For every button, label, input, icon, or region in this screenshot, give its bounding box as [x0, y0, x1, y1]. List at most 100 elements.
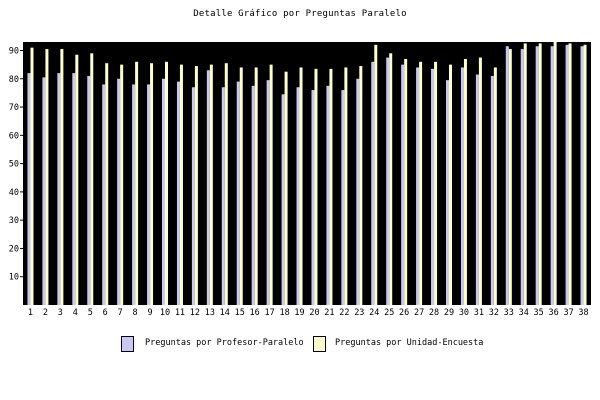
- bar-unidad-encuesta: [254, 67, 258, 305]
- x-tick-label: 31: [474, 308, 484, 318]
- bar-profesor-paralelo: [326, 85, 330, 305]
- bar-profesor-paralelo: [460, 67, 464, 305]
- legend-swatch-unidad: [313, 336, 326, 352]
- bar-unidad-encuesta: [538, 43, 542, 306]
- bar-unidad-encuesta: [583, 44, 587, 306]
- x-tick-label: 1: [28, 308, 33, 318]
- bar-profesor-paralelo: [221, 87, 225, 305]
- bar-unidad-encuesta: [30, 47, 34, 305]
- bar-unidad-encuesta: [239, 67, 243, 305]
- x-tick-label: 13: [205, 308, 215, 318]
- bar-profesor-paralelo: [296, 87, 300, 305]
- bar-profesor-paralelo: [565, 44, 569, 306]
- y-tick-label: 40: [9, 188, 19, 198]
- bar-profesor-paralelo: [162, 78, 165, 305]
- bar-unidad-encuesta: [75, 54, 79, 306]
- bar-profesor-paralelo: [550, 46, 554, 305]
- y-tick-label: 50: [9, 160, 19, 170]
- x-tick-label: 34: [519, 308, 529, 318]
- bar-profesor-paralelo: [371, 61, 375, 305]
- bar-profesor-paralelo: [27, 73, 31, 305]
- x-tick-label: 19: [294, 308, 304, 318]
- legend: Preguntas por Profesor-Paralelo Pregunta…: [0, 336, 600, 352]
- bar-profesor-paralelo: [251, 85, 255, 305]
- bar-profesor-paralelo: [520, 49, 524, 306]
- x-tick-label: 12: [190, 308, 200, 318]
- x-tick-label: 30: [459, 308, 469, 318]
- bar-profesor-paralelo: [401, 64, 405, 305]
- bar-unidad-encuesta: [165, 61, 168, 305]
- x-tick-label: 15: [235, 308, 245, 318]
- bar-unidad-encuesta: [344, 67, 348, 305]
- bar-profesor-paralelo: [431, 68, 435, 305]
- bar-unidad-encuesta: [60, 49, 64, 306]
- x-tick-label: 29: [444, 308, 454, 318]
- x-tick-label: 33: [504, 308, 514, 318]
- bar-unidad-encuesta: [449, 64, 452, 305]
- bar-unidad-encuesta: [434, 61, 438, 305]
- bar-unidad-encuesta: [120, 64, 124, 305]
- x-tick-label: 24: [369, 308, 379, 318]
- bar-unidad-encuesta: [224, 63, 228, 305]
- legend-label-unidad: Preguntas por Unidad-Encuesta: [335, 338, 484, 348]
- x-tick-label: 28: [429, 308, 439, 318]
- bar-unidad-encuesta: [478, 57, 482, 305]
- bar-profesor-paralelo: [176, 81, 180, 305]
- x-tick-label: 21: [324, 308, 334, 318]
- x-tick-label: 9: [147, 308, 152, 318]
- bar-unidad-encuesta: [299, 67, 303, 305]
- bar-unidad-encuesta: [508, 49, 512, 306]
- bar-unidad-encuesta: [105, 63, 109, 305]
- bar-profesor-paralelo: [147, 84, 151, 305]
- x-tick-label: 25: [384, 308, 394, 318]
- x-tick-label: 8: [133, 308, 138, 318]
- x-tick-label: 11: [175, 308, 185, 318]
- y-axis-ticks: 10 20 30 40 50 60 70 80 90: [9, 46, 23, 283]
- x-tick-label: 26: [399, 308, 409, 318]
- y-tick-label: 10: [9, 273, 19, 283]
- bar-profesor-paralelo: [356, 78, 360, 305]
- x-tick-label: 4: [73, 308, 78, 318]
- x-tick-label: 27: [414, 308, 424, 318]
- y-tick-label: 80: [9, 75, 19, 85]
- x-tick-label: 16: [250, 308, 260, 318]
- x-tick-label: 7: [118, 308, 123, 318]
- y-tick-label: 30: [9, 216, 19, 226]
- bar-unidad-encuesta: [568, 43, 572, 306]
- bar-profesor-paralelo: [102, 84, 106, 305]
- bar-unidad-encuesta: [284, 71, 288, 306]
- bar-profesor-paralelo: [341, 90, 345, 305]
- bar-unidad-encuesta: [194, 66, 198, 306]
- x-tick-label: 38: [578, 308, 588, 318]
- x-tick-label: 36: [549, 308, 559, 318]
- bar-unidad-encuesta: [523, 43, 527, 306]
- bar-profesor-paralelo: [505, 46, 509, 305]
- x-tick-label: 14: [220, 308, 230, 318]
- bar-profesor-paralelo: [535, 46, 539, 305]
- bar-unidad-encuesta: [419, 61, 423, 305]
- bar-profesor-paralelo: [311, 90, 315, 305]
- x-tick-label: 23: [354, 308, 364, 318]
- bar-unidad-encuesta: [45, 49, 49, 306]
- x-tick-label: 22: [339, 308, 349, 318]
- x-tick-label: 37: [563, 308, 573, 318]
- legend-swatch-profesor: [121, 336, 134, 352]
- bar-profesor-paralelo: [416, 67, 420, 305]
- bar-unidad-encuesta: [463, 58, 467, 305]
- bar-profesor-paralelo: [57, 73, 61, 305]
- bar-profesor-paralelo: [42, 77, 46, 306]
- bar-profesor-paralelo: [132, 84, 136, 305]
- bar-unidad-encuesta: [150, 63, 154, 305]
- x-tick-label: 32: [489, 308, 499, 318]
- bar-unidad-encuesta: [493, 67, 497, 305]
- y-tick-label: 20: [9, 244, 19, 254]
- bar-profesor-paralelo: [72, 73, 76, 305]
- chart-title: Detalle Gráfico por Preguntas Paralelo: [193, 9, 407, 19]
- bar-unidad-encuesta: [404, 58, 408, 305]
- bar-unidad-encuesta: [389, 53, 393, 305]
- x-axis-ticks: 1 2 3 4 5 6 7 8 9 10 11 12 13 14 15 16 17 18 19 20 21 22 23 24 2…: [28, 308, 589, 318]
- x-tick-label: 10: [160, 308, 170, 318]
- bar-profesor-paralelo: [87, 75, 91, 305]
- bar-unidad-encuesta: [553, 42, 557, 305]
- bar-profesor-paralelo: [281, 94, 285, 306]
